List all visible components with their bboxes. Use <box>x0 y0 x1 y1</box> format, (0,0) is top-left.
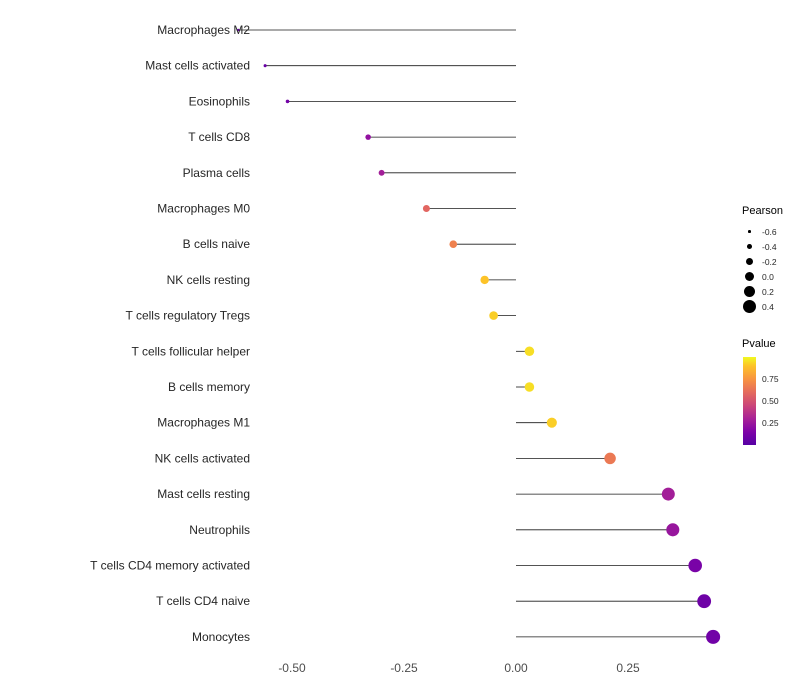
lollipop-dot <box>604 452 616 465</box>
category-label: B cells memory <box>168 380 250 394</box>
lollipop-dot <box>688 558 702 573</box>
pvalue-tick-label: 0.25 <box>762 418 779 428</box>
size-legend-entries: -0.6 -0.4 -0.2 0.0 0.2 0.4 <box>742 224 800 314</box>
size-legend-title: Pearson <box>742 205 783 217</box>
size-legend-key <box>742 239 757 254</box>
pvalue-tick-label: 0.75 <box>762 374 779 384</box>
category-label: Monocytes <box>192 630 250 644</box>
pvalue-tick-label: 0.50 <box>762 396 779 406</box>
category-label: Mast cells activated <box>145 59 250 73</box>
color-legend: Pvalue 0.75 0.50 0.25 <box>742 338 800 452</box>
size-legend-key <box>742 269 757 284</box>
x-tick-label: 0.00 <box>504 661 528 675</box>
color-legend-title: Pvalue <box>742 338 776 350</box>
size-legend-key <box>742 254 757 269</box>
category-label: T cells regulatory Tregs <box>126 309 251 323</box>
category-label: T cells CD4 naive <box>156 594 250 608</box>
size-legend-label: -0.4 <box>762 241 777 252</box>
lollipop-dot <box>706 629 721 644</box>
lollipop-chart: Macrophages M2 Mast cells activated Eosino… <box>90 23 721 675</box>
x-tick-label: -0.50 <box>278 661 306 675</box>
lollipop-dot <box>263 64 267 68</box>
lollipop-dot <box>524 382 535 392</box>
size-legend-entry: 0.2 <box>742 284 800 299</box>
lollipop-dot <box>365 134 371 140</box>
category-label: T cells follicular helper <box>132 344 251 358</box>
lollipop-dot <box>489 311 498 320</box>
lollipop-dot <box>524 346 535 357</box>
category-label: Macrophages M2 <box>157 23 250 37</box>
size-legend-key <box>742 224 757 239</box>
size-legend-entry: -0.4 <box>742 239 800 254</box>
size-legend-entry: 0.4 <box>742 299 800 314</box>
lollipop-dot <box>378 169 385 176</box>
category-label: Neutrophils <box>189 523 250 537</box>
size-legend-label: 0.4 <box>762 301 774 312</box>
lollipop-dot <box>237 28 240 32</box>
lollipop-dot <box>285 99 290 104</box>
lollipop-dot <box>666 523 680 537</box>
size-legend-label: 0.0 <box>762 271 774 282</box>
lollipop-dot <box>480 275 489 285</box>
size-legend-key <box>742 284 757 299</box>
pvalue-gradient-bar <box>743 357 756 445</box>
size-legend-dot <box>744 271 755 282</box>
lollipop-dot <box>449 240 458 249</box>
size-legend-dot <box>742 299 757 314</box>
lollipop-dot <box>546 417 557 428</box>
category-label: Macrophages M1 <box>157 416 250 430</box>
size-legend-entry: -0.6 <box>742 224 800 239</box>
x-tick-label: -0.25 <box>390 661 418 675</box>
size-legend-entry: -0.2 <box>742 254 800 269</box>
size-legend-label: -0.6 <box>762 226 777 237</box>
size-legend-dot <box>746 258 753 265</box>
category-label: T cells CD4 memory activated <box>90 559 250 573</box>
size-legend-dot <box>747 244 752 249</box>
size-legend: Pearson -0.6 -0.4 -0.2 0.0 0.2 0.4 <box>742 205 800 314</box>
category-label: Plasma cells <box>183 166 250 180</box>
category-label: Macrophages M0 <box>157 202 250 216</box>
lollipop-dot <box>661 487 675 501</box>
category-label: Mast cells resting <box>157 487 250 501</box>
category-label: Eosinophils <box>189 94 250 108</box>
size-legend-label: -0.2 <box>762 256 777 267</box>
x-tick-label: 0.25 <box>616 661 640 675</box>
size-legend-label: 0.2 <box>762 286 774 297</box>
size-legend-key <box>742 299 757 314</box>
category-label: NK cells activated <box>155 451 250 465</box>
lollipop-dot <box>422 205 430 212</box>
legend-panel: Pearson -0.6 -0.4 -0.2 0.0 0.2 0.4 Pvalue 0.7… <box>742 205 800 452</box>
size-legend-dot <box>743 285 756 298</box>
color-legend-body: 0.75 0.50 0.25 <box>742 357 800 452</box>
size-legend-dot <box>748 230 751 233</box>
category-label: B cells naive <box>183 237 251 251</box>
category-label: T cells CD8 <box>188 130 250 144</box>
lollipop-dot <box>697 594 712 609</box>
size-legend-entry: 0.0 <box>742 269 800 284</box>
category-label: NK cells resting <box>167 273 250 287</box>
